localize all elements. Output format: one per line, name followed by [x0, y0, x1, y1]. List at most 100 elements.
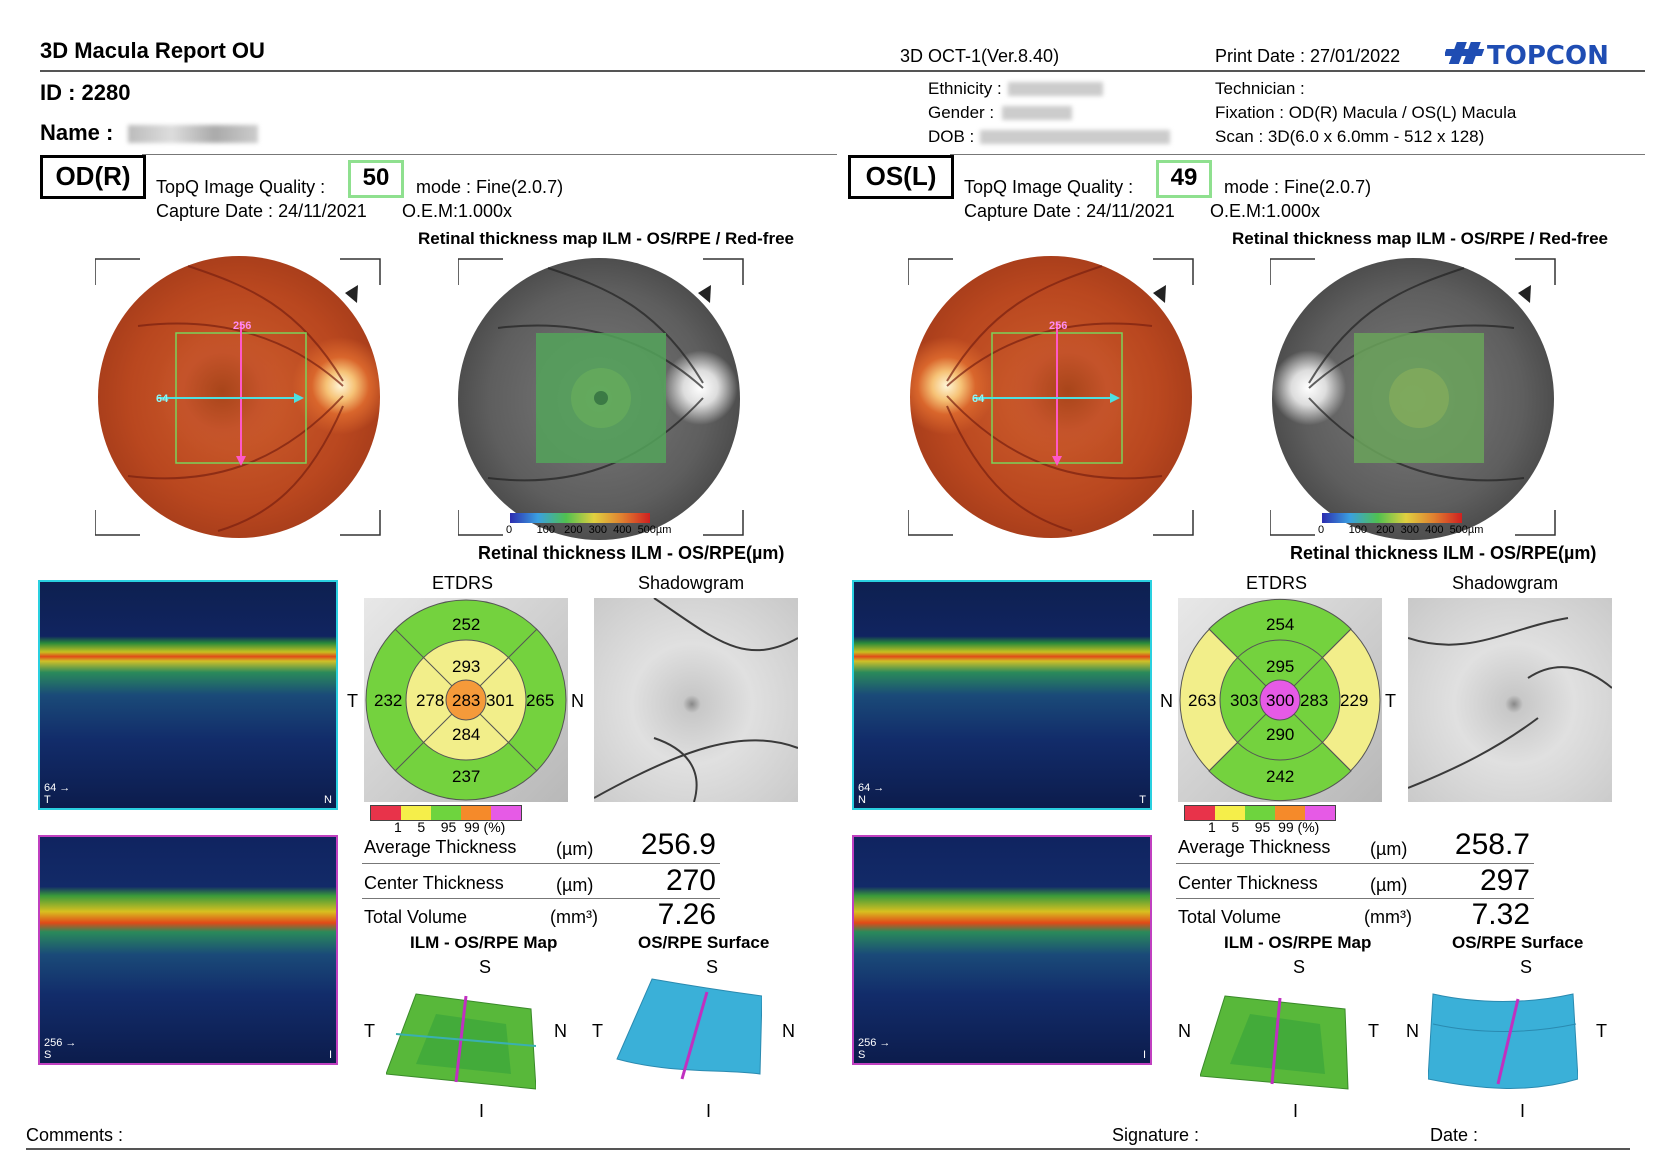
os-3dmap-left: N [1178, 1021, 1191, 1041]
os-etdrs-grid: 300 295 290 303 283 254 242 263 229 [1178, 598, 1382, 802]
os-percentile-labels: 1 5 95 99 (%) [1208, 819, 1320, 835]
os-center-thickness-value: 297 [1479, 864, 1530, 897]
os-colorbar-labels: 0 100 200 300 400 500µm [1318, 524, 1484, 536]
od-center-thickness-unit: (µm) [556, 875, 594, 895]
os-etdrs-outer-i: 242 [1266, 767, 1295, 786]
redacted-dob [980, 130, 1170, 144]
od-3dmap-title: ILM - OS/RPE Map [410, 933, 558, 952]
od-oem: O.E.M:1.000x [402, 201, 513, 221]
os-shadowgram-image [1407, 598, 1613, 802]
od-fundus-image: 256 64 [98, 256, 380, 538]
os-surface-top: S [1520, 957, 1533, 977]
od-surface-top: S [706, 957, 719, 977]
comments-label: Comments : [26, 1125, 124, 1145]
od-fundus-frame [95, 258, 381, 536]
os-3dmap-image [1200, 995, 1349, 1090]
os-mode: mode : Fine(2.0.7) [1224, 177, 1372, 197]
os-surface-bottom: I [1520, 1101, 1526, 1121]
svg-text:TOPCON: TOPCON [1487, 41, 1609, 70]
od-surface-title: OS/RPE Surface [638, 933, 770, 952]
os-volume-value: 7.32 [1471, 898, 1530, 931]
od-3dmap-image [386, 993, 536, 1090]
od-surface-image [616, 978, 762, 1080]
od-3dmap-right: N [554, 1021, 567, 1041]
od-etdrs-inner-t: 278 [416, 691, 445, 710]
od-section-line [142, 154, 837, 155]
os-capture-date: Capture Date : 24/11/2021 [964, 201, 1175, 221]
od-quality-value: 50 [348, 160, 404, 198]
os-surface-right: T [1596, 1021, 1607, 1041]
redacted-ethnicity [1008, 82, 1103, 96]
os-quality-value: 49 [1156, 160, 1212, 198]
os-fundus-image: 256 64 [910, 256, 1192, 538]
os-thickness-title: Retinal thickness ILM - OS/RPE(µm) [1290, 543, 1597, 563]
os-fundus-frame [908, 258, 1194, 536]
dob-label: DOB : [928, 127, 975, 146]
os-etdrs-outer-s: 254 [1266, 615, 1295, 634]
od-bscan1-left: T [44, 794, 51, 806]
od-volume-label: Total Volume [364, 907, 468, 927]
redacted-gender [1002, 106, 1072, 120]
os-bscan1-marker: 64 → [858, 782, 885, 794]
od-avg-thickness-value: 256.9 [640, 828, 716, 861]
od-volume-value: 7.26 [657, 898, 716, 931]
od-metric-line-1 [362, 863, 720, 864]
date-label: Date : [1430, 1125, 1479, 1145]
os-3dmap-title: ILM - OS/RPE Map [1224, 933, 1372, 952]
topcon-logo: TOPCON [1443, 36, 1620, 75]
report-title: 3D Macula Report OU [40, 38, 265, 63]
os-etdrs-inner-s: 295 [1266, 657, 1295, 676]
od-3dmap-bottom: I [479, 1101, 485, 1121]
svg-text:64: 64 [972, 393, 985, 405]
od-etdrs-outer-i: 237 [452, 767, 481, 786]
os-bscan2-marker: 256 → [858, 1037, 891, 1049]
os-center-thickness-unit: (µm) [1370, 875, 1408, 895]
od-etdrs-center: 283 [452, 691, 481, 710]
os-etdrs-inner-i: 290 [1266, 725, 1295, 744]
os-etdrs-center: 300 [1266, 691, 1295, 710]
od-bscan2-left: S [44, 1049, 52, 1061]
os-etdrs-left-side: N [1160, 691, 1173, 711]
signature-label: Signature : [1112, 1125, 1200, 1145]
os-shadowgram-title: Shadowgram [1452, 573, 1559, 593]
os-oem: O.E.M:1.000x [1210, 201, 1321, 221]
od-etdrs-title: ETDRS [432, 573, 494, 593]
footer-line [26, 1148, 1630, 1150]
svg-text:256: 256 [233, 320, 251, 332]
os-avg-thickness-value: 258.7 [1454, 828, 1530, 861]
scan-info: Scan : 3D(6.0 x 6.0mm - 512 x 128) [1215, 127, 1485, 146]
os-metric-line-1 [1176, 863, 1534, 864]
os-3dmap-right: T [1368, 1021, 1379, 1041]
os-surface-title: OS/RPE Surface [1452, 933, 1584, 952]
od-surface-left: T [592, 1021, 603, 1041]
od-bscan-vertical: 256 → S I [38, 835, 338, 1065]
os-bscan2-left: S [858, 1049, 866, 1061]
os-redfree-frame [1270, 258, 1556, 536]
fixation-info: Fixation : OD(R) Macula / OS(L) Macula [1215, 103, 1517, 122]
svg-text:256: 256 [1049, 320, 1067, 332]
os-center-thickness-label: Center Thickness [1178, 873, 1318, 893]
od-eye-label: OD(R) [40, 155, 146, 199]
patient-id: ID : 2280 [40, 80, 131, 105]
od-etdrs-right-side: N [571, 691, 584, 711]
device-version: 3D OCT-1(Ver.8.40) [900, 46, 1060, 66]
svg-text:64: 64 [156, 393, 169, 405]
od-map-title: Retinal thickness map ILM - OS/RPE / Red… [418, 229, 794, 248]
od-etdrs-grid: 283 293 284 278 301 252 237 232 265 [364, 598, 568, 802]
os-avg-thickness-unit: (µm) [1370, 839, 1408, 859]
header-divider [40, 70, 1645, 72]
od-shadowgram-image [593, 597, 799, 803]
os-eye-label: OS(L) [848, 155, 954, 199]
os-etdrs-inner-t: 303 [1230, 691, 1259, 710]
os-bscan-horizontal: 64 → N T [852, 580, 1152, 810]
od-etdrs-outer-n: 265 [526, 691, 555, 710]
os-surface-left: N [1406, 1021, 1419, 1041]
od-shadowgram-title: Shadowgram [638, 573, 745, 593]
od-quality-label: TopQ Image Quality : [156, 177, 326, 197]
od-surface-right: N [782, 1021, 795, 1041]
gender-label: Gender : [928, 103, 995, 122]
redacted-name [128, 125, 258, 143]
od-etdrs-left-side: T [347, 691, 358, 711]
od-capture-date: Capture Date : 24/11/2021 [156, 201, 367, 221]
os-3dmap-top: S [1293, 957, 1306, 977]
